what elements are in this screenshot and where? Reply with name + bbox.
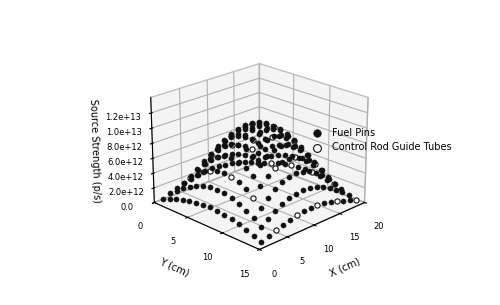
- X-axis label: X (cm): X (cm): [328, 256, 362, 278]
- Y-axis label: Y (cm): Y (cm): [158, 256, 190, 278]
- Legend: Fuel Pins, Control Rod Guide Tubes: Fuel Pins, Control Rod Guide Tubes: [304, 124, 455, 156]
